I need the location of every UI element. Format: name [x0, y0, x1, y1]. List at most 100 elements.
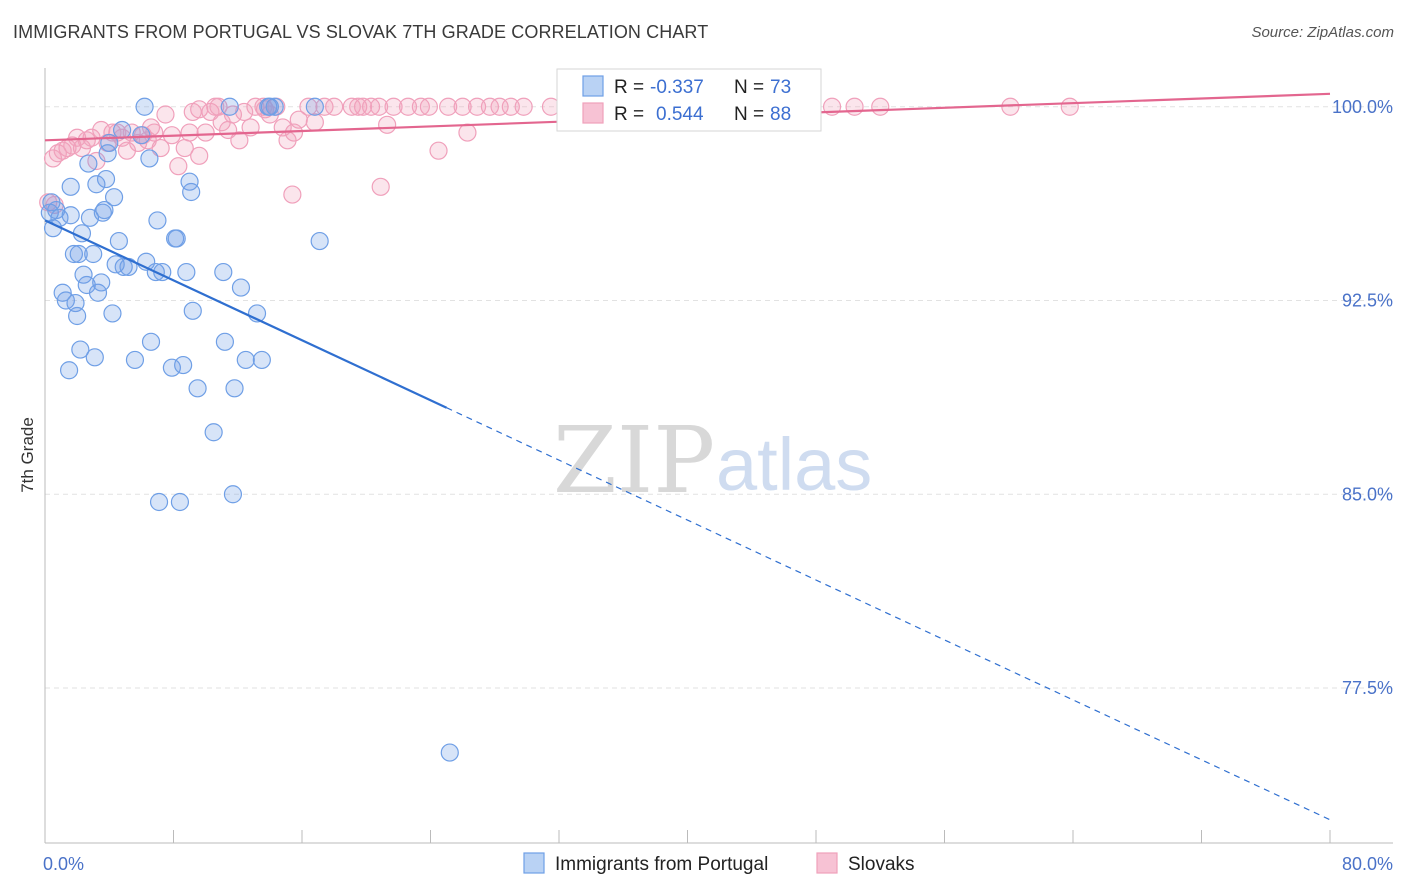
- portugal-trend-dashed: [446, 407, 1331, 821]
- legend-r-label-1: R =: [614, 77, 644, 98]
- slovaks-point: [384, 97, 403, 116]
- slovaks-point: [305, 113, 324, 132]
- series-legend: Immigrants from Portugal Slovaks: [523, 852, 915, 875]
- portugal-point: [215, 332, 234, 351]
- portugal-point: [167, 229, 186, 248]
- slovaks-point: [371, 177, 390, 196]
- y-tick-labels: 77.5% 85.0% 92.5% 100.0%: [1332, 97, 1393, 698]
- series-legend-label-slovaks: Slovaks: [848, 854, 915, 875]
- slovaks-point: [230, 131, 249, 150]
- slovaks-point: [1001, 97, 1020, 116]
- slovaks-point: [871, 97, 890, 116]
- portugal-point: [84, 244, 103, 264]
- slovaks-point: [378, 115, 397, 134]
- slovaks-point: [180, 123, 199, 142]
- watermark-atlas: atlas: [716, 423, 872, 506]
- portugal-point: [104, 188, 124, 207]
- slovaks-point: [169, 157, 188, 176]
- y-axis-title: 7th Grade: [18, 417, 37, 493]
- portugal-point: [135, 97, 154, 116]
- slovaks-point: [235, 102, 254, 122]
- portugal-point: [88, 283, 108, 302]
- legend-n-label-2: N =: [734, 104, 764, 125]
- portugal-point: [61, 206, 80, 225]
- portugal-point: [87, 175, 106, 194]
- correlation-legend: R = -0.337 N = 73 R = 0.544 N = 88: [556, 68, 822, 132]
- portugal-point: [64, 244, 84, 264]
- slovaks-point: [501, 97, 520, 116]
- legend-swatch-portugal: [582, 75, 604, 97]
- portugal-point: [79, 154, 98, 173]
- x-tick-marks: [44, 830, 1331, 843]
- portugal-point: [183, 301, 202, 320]
- portugal-point: [148, 211, 167, 230]
- slovaks-point: [1060, 97, 1079, 116]
- gridlines: [45, 106, 1393, 689]
- portugal-point: [103, 304, 122, 323]
- legend-n-label-1: N =: [734, 77, 764, 98]
- slovaks-point: [453, 97, 472, 116]
- portugal-point: [59, 361, 79, 380]
- series-portugal-points: [40, 97, 459, 762]
- portugal-point: [68, 306, 87, 326]
- y-tick-label: 85.0%: [1342, 484, 1393, 504]
- legend-r-value-1: -0.337: [650, 77, 704, 98]
- portugal-point: [223, 485, 243, 504]
- portugal-point: [174, 355, 193, 375]
- watermark-zip: ZIP: [553, 407, 715, 514]
- slovaks-point: [480, 97, 500, 116]
- slovaks-point: [151, 138, 170, 158]
- portugal-point: [260, 97, 279, 116]
- portugal-point: [61, 177, 80, 196]
- portugal-point: [440, 743, 459, 762]
- portugal-point: [182, 182, 201, 202]
- portugal-point: [305, 97, 324, 116]
- portugal-point: [204, 423, 223, 442]
- portugal-point: [310, 231, 329, 251]
- slovaks-point: [370, 97, 389, 116]
- portugal-point: [140, 149, 159, 168]
- portugal-point: [95, 200, 114, 220]
- portugal-trend-solid: [44, 219, 448, 409]
- y-tick-label: 100.0%: [1332, 97, 1393, 117]
- slovaks-point: [429, 141, 448, 160]
- slovaks-point: [53, 141, 72, 160]
- portugal-point: [170, 492, 190, 512]
- portugal-point: [214, 262, 233, 282]
- chart-title: IMMIGRANTS FROM PORTUGAL VS SLOVAK 7TH G…: [13, 22, 709, 42]
- portugal-point: [141, 332, 161, 351]
- slovaks-point: [458, 123, 477, 142]
- portugal-point: [98, 144, 117, 163]
- portugal-point: [265, 97, 284, 116]
- slovaks-point: [196, 123, 215, 142]
- source-credit: Source: ZipAtlas.com: [1251, 24, 1394, 41]
- slovaks-point: [156, 105, 175, 124]
- slovaks-point: [349, 97, 368, 116]
- portugal-point: [114, 257, 133, 277]
- portugal-point: [125, 350, 145, 370]
- slovaks-point: [325, 97, 344, 116]
- legend-n-value-2: 88: [770, 104, 791, 125]
- slovaks-point: [467, 97, 487, 116]
- series-legend-label-portugal: Immigrants from Portugal: [555, 854, 768, 875]
- slovaks-point: [398, 97, 418, 116]
- y-tick-label: 77.5%: [1342, 678, 1393, 698]
- portugal-point: [92, 273, 111, 292]
- slovaks-point: [77, 131, 96, 150]
- slovaks-point: [299, 97, 318, 116]
- legend-r-label-2: R =: [614, 104, 644, 125]
- portugal-point: [236, 350, 255, 370]
- series-legend-swatch-portugal: [523, 852, 545, 874]
- portugal-point: [225, 379, 244, 398]
- legend-n-value-1: 73: [770, 77, 791, 98]
- portugal-point: [220, 97, 239, 116]
- portugal-point: [132, 126, 151, 145]
- portugal-point: [231, 278, 251, 297]
- portugal-point: [177, 262, 196, 282]
- slovaks-point: [43, 149, 63, 168]
- slovaks-point: [283, 185, 302, 204]
- slovaks-point: [514, 97, 533, 116]
- portugal-point: [74, 265, 93, 284]
- portugal-point: [71, 340, 90, 359]
